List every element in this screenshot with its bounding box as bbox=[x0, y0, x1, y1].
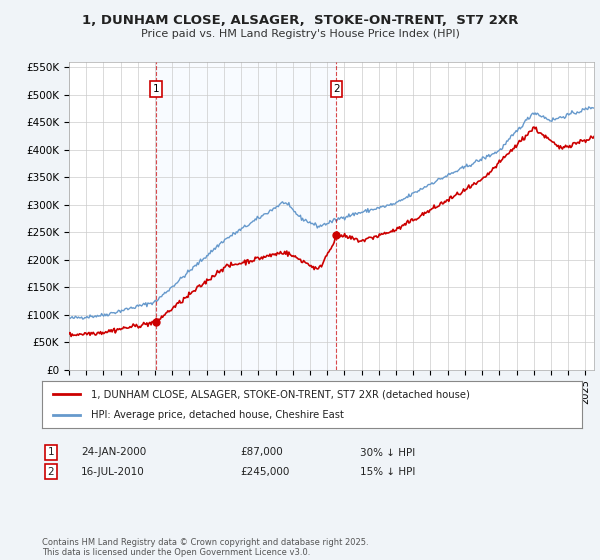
Bar bbox=[156, 62, 337, 370]
Text: 1, DUNHAM CLOSE, ALSAGER,  STOKE-ON-TRENT,  ST7 2XR: 1, DUNHAM CLOSE, ALSAGER, STOKE-ON-TRENT… bbox=[82, 14, 518, 27]
Text: 16-JUL-2010: 16-JUL-2010 bbox=[81, 466, 145, 477]
Text: 1, DUNHAM CLOSE, ALSAGER, STOKE-ON-TRENT, ST7 2XR (detached house): 1, DUNHAM CLOSE, ALSAGER, STOKE-ON-TRENT… bbox=[91, 389, 469, 399]
Point bbox=[151, 318, 161, 326]
Text: Contains HM Land Registry data © Crown copyright and database right 2025.
This d: Contains HM Land Registry data © Crown c… bbox=[42, 538, 368, 557]
Text: Price paid vs. HM Land Registry's House Price Index (HPI): Price paid vs. HM Land Registry's House … bbox=[140, 29, 460, 39]
Text: 15% ↓ HPI: 15% ↓ HPI bbox=[360, 466, 415, 477]
Text: HPI: Average price, detached house, Cheshire East: HPI: Average price, detached house, Ches… bbox=[91, 410, 343, 420]
Text: 2: 2 bbox=[47, 466, 55, 477]
Text: 1: 1 bbox=[153, 84, 160, 94]
Text: £245,000: £245,000 bbox=[240, 466, 289, 477]
Text: 2: 2 bbox=[333, 84, 340, 94]
Text: £87,000: £87,000 bbox=[240, 447, 283, 458]
Text: 24-JAN-2000: 24-JAN-2000 bbox=[81, 447, 146, 458]
Point bbox=[332, 230, 341, 239]
Text: 1: 1 bbox=[47, 447, 55, 458]
Text: 30% ↓ HPI: 30% ↓ HPI bbox=[360, 447, 415, 458]
